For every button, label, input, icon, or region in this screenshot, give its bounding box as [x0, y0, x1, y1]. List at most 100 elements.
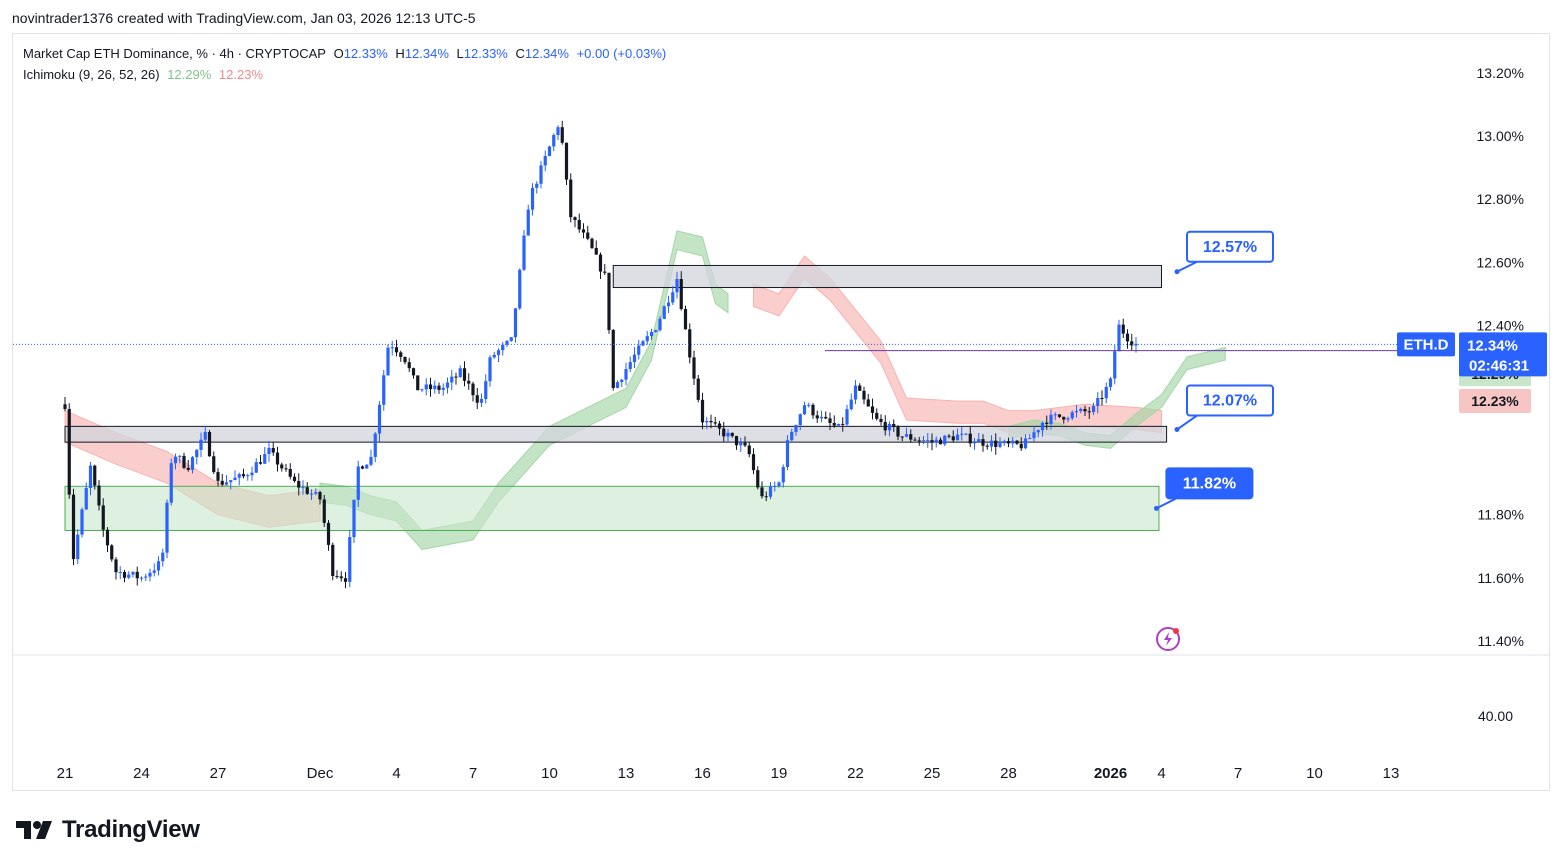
candle-body[interactable] [747, 445, 751, 455]
candle-body[interactable] [577, 219, 581, 230]
candle-body[interactable] [462, 368, 467, 381]
candle-body[interactable] [1036, 430, 1040, 433]
candle-body[interactable] [892, 423, 896, 427]
candle-body[interactable] [195, 449, 199, 458]
candle-body[interactable] [845, 409, 849, 425]
candle-body[interactable] [658, 318, 662, 331]
candle-body[interactable] [679, 278, 683, 309]
candle-body[interactable] [1049, 414, 1053, 425]
candle-body[interactable] [152, 570, 156, 573]
candle-body[interactable] [1023, 438, 1028, 449]
candle-body[interactable] [399, 352, 403, 358]
candle-body[interactable] [348, 537, 352, 582]
candle-body[interactable] [883, 421, 887, 431]
candle-body[interactable] [858, 385, 862, 391]
candle-body[interactable] [275, 452, 280, 465]
candle-body[interactable] [1066, 418, 1070, 420]
candle-body[interactable] [564, 142, 569, 180]
candle-body[interactable] [968, 433, 972, 444]
candle-body[interactable] [1053, 414, 1057, 416]
candle-body[interactable] [343, 578, 348, 582]
candle-body[interactable] [224, 482, 229, 485]
candle-body[interactable] [301, 487, 305, 489]
candle-body[interactable] [1019, 443, 1023, 449]
candle-body[interactable] [781, 467, 785, 483]
candle-body[interactable] [700, 399, 705, 423]
candle-body[interactable] [977, 439, 981, 443]
candle-body[interactable] [913, 439, 917, 441]
candle-body[interactable] [934, 439, 938, 443]
candle-body[interactable] [360, 466, 365, 469]
candle-body[interactable] [280, 464, 284, 469]
candle-body[interactable] [326, 522, 331, 545]
candle-body[interactable] [547, 146, 552, 157]
candle-body[interactable] [101, 505, 105, 530]
candle-body[interactable] [377, 404, 382, 434]
candle-body[interactable] [467, 380, 471, 384]
candle-body[interactable] [556, 127, 560, 136]
candle-body[interactable] [1074, 411, 1079, 413]
candle-body[interactable] [951, 436, 955, 441]
candle-body[interactable] [671, 292, 675, 303]
candle-body[interactable] [309, 493, 314, 495]
candle-body[interactable] [543, 156, 547, 166]
candle-body[interactable] [815, 415, 819, 419]
candle-body[interactable] [607, 272, 611, 331]
callout-box[interactable] [1186, 384, 1274, 417]
candle-body[interactable] [853, 385, 858, 400]
candle-body[interactable] [186, 467, 190, 470]
candle-body[interactable] [110, 545, 114, 560]
candle-body[interactable] [390, 347, 394, 349]
candle-body[interactable] [552, 135, 556, 147]
candle-body[interactable] [802, 405, 807, 415]
candle-body[interactable] [1057, 414, 1062, 417]
candle-body[interactable] [428, 384, 433, 390]
price-tag-red[interactable] [1459, 389, 1531, 414]
candle-body[interactable] [981, 439, 985, 446]
candle-body[interactable] [416, 375, 420, 391]
candle-body[interactable] [943, 435, 947, 445]
candle-body[interactable] [1002, 441, 1006, 444]
candle-body[interactable] [1087, 411, 1091, 413]
candle-body[interactable] [539, 165, 543, 184]
candle-body[interactable] [288, 468, 292, 477]
candle-body[interactable] [484, 381, 488, 400]
candle-body[interactable] [105, 529, 110, 546]
candle-body[interactable] [764, 496, 768, 498]
candle-body[interactable] [798, 414, 802, 426]
candle-body[interactable] [887, 423, 892, 431]
candle-body[interactable] [458, 368, 462, 378]
candle-body[interactable] [479, 399, 484, 403]
candle-body[interactable] [713, 422, 717, 424]
candle-body[interactable] [1028, 438, 1032, 440]
candle-body[interactable] [88, 465, 93, 488]
candle-body[interactable] [199, 439, 203, 450]
candle-body[interactable] [237, 474, 241, 478]
symbol-legend[interactable]: Market Cap ETH Dominance, % · 4h · CRYPT… [23, 46, 670, 61]
candle-body[interactable] [794, 425, 798, 433]
candle-body[interactable] [97, 485, 101, 506]
candle-body[interactable] [492, 354, 496, 358]
candle-body[interactable] [705, 420, 709, 423]
candle-body[interactable] [870, 406, 875, 413]
resistance-zone[interactable] [612, 264, 1162, 289]
candle-body[interactable] [632, 354, 637, 363]
candle-body[interactable] [637, 345, 641, 355]
candle-body[interactable] [131, 571, 135, 575]
candle-body[interactable] [63, 404, 67, 410]
candle-body[interactable] [518, 269, 522, 309]
candle-body[interactable] [785, 440, 790, 468]
candle-body[interactable] [598, 254, 603, 272]
candle-body[interactable] [114, 559, 118, 573]
candle-body[interactable] [424, 384, 428, 390]
candle-body[interactable] [263, 454, 267, 464]
candle-body[interactable] [739, 442, 743, 446]
tradingview-logo[interactable]: TradingView [16, 816, 200, 844]
candle-body[interactable] [1108, 378, 1113, 387]
candle-body[interactable] [603, 271, 607, 273]
candle-body[interactable] [717, 423, 722, 429]
candle-body[interactable] [611, 330, 615, 388]
candle-body[interactable] [76, 534, 80, 560]
candle-body[interactable] [1117, 324, 1121, 352]
candle-body[interactable] [615, 382, 620, 388]
